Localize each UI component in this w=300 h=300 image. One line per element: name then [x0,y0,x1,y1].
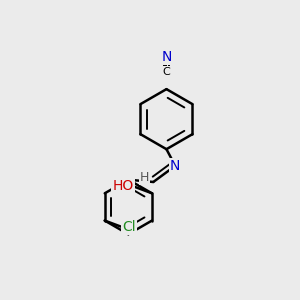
Text: HO: HO [112,179,134,194]
Text: C: C [163,67,170,77]
Text: H: H [140,171,149,184]
Text: N: N [161,50,172,64]
Text: N: N [170,159,180,173]
Text: Cl: Cl [122,220,136,234]
